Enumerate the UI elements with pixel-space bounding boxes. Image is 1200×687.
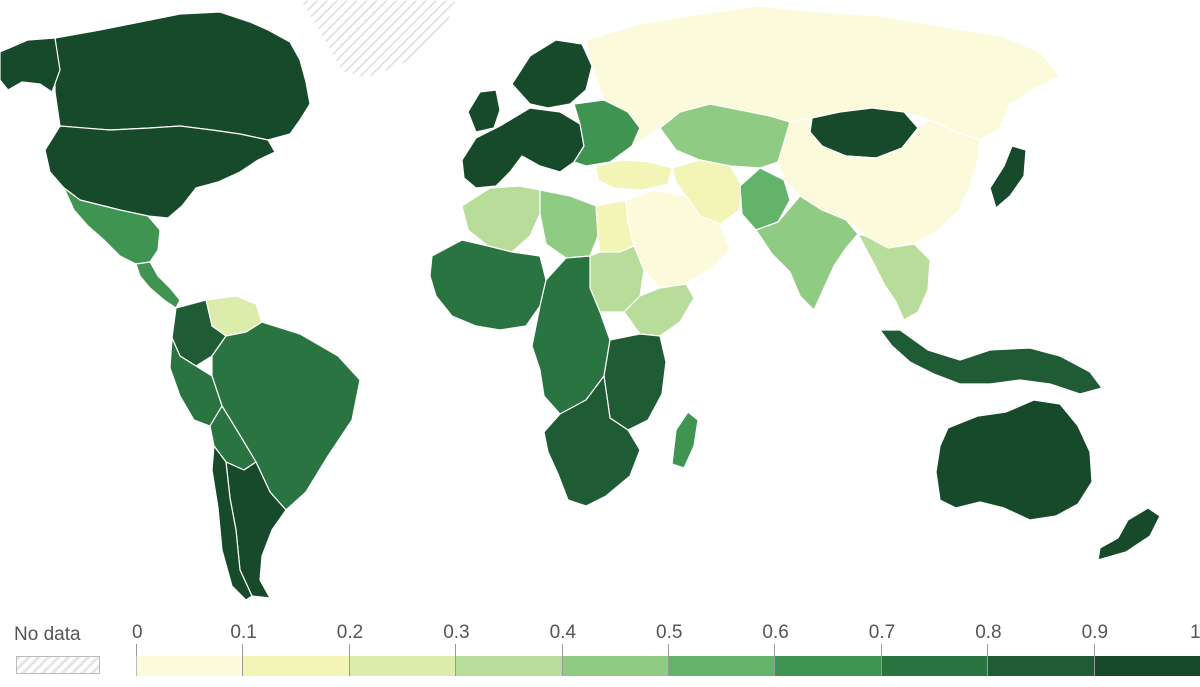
world-map (0, 0, 1161, 601)
legend-tick-label: 0.3 (443, 622, 470, 643)
legend-tick-mark (561, 644, 563, 656)
legend-tick-mark (880, 644, 882, 656)
legend-tick-mark (348, 644, 350, 656)
legend-bin-2 (348, 656, 456, 676)
region-australia (935, 399, 1093, 521)
legend-no-data-swatch (16, 656, 100, 674)
legend-tick-mark (136, 644, 137, 656)
legend-bin-0 (136, 656, 243, 676)
region-india (755, 195, 859, 311)
region-canada (54, 11, 311, 141)
legend-bin-9 (1093, 656, 1200, 676)
region-west-africa (429, 239, 547, 331)
region-scandinavia (511, 39, 593, 109)
legend-tick-mark (1093, 644, 1095, 656)
legend-bin-1 (242, 656, 349, 676)
region-mexico (63, 187, 161, 265)
legend-bin-8 (987, 656, 1094, 676)
legend-tick-label: 0.8 (975, 622, 1002, 643)
legend-tick-mark (242, 644, 244, 656)
region-indonesia (879, 329, 1103, 395)
region-greenland-no-data (299, 0, 457, 79)
legend-tick-label: 0.7 (868, 622, 896, 643)
region-japan (989, 145, 1027, 209)
legend-tick-label: 0.5 (656, 622, 683, 643)
region-new-zealand (1097, 507, 1161, 561)
legend-tick-label: 0.1 (230, 622, 257, 643)
region-alaska (0, 37, 61, 93)
legend-tick-label: 0.2 (336, 622, 364, 643)
legend-bin-3 (455, 656, 562, 676)
region-iran (671, 159, 743, 225)
legend-bin-5 (668, 656, 775, 676)
legend-color-scale (136, 656, 1200, 676)
region-pakistan (739, 167, 791, 231)
legend-tick-label: 0 (132, 622, 143, 643)
region-libya (539, 189, 599, 259)
region-algeria (461, 185, 541, 253)
legend-tick-label: 1 (1190, 622, 1200, 643)
legend-tick-mark (774, 644, 776, 656)
legend-bin-4 (561, 656, 669, 676)
legend-tick-mark (987, 644, 989, 656)
region-southern-africa (543, 375, 641, 507)
region-southeast-asia (857, 233, 931, 321)
region-western-europe (461, 107, 585, 189)
region-turkey (595, 159, 673, 191)
legend-bin-7 (880, 656, 988, 676)
region-east-africa (603, 333, 667, 431)
legend-tick-label: 0.9 (1081, 622, 1109, 643)
region-madagascar (671, 411, 699, 469)
region-central-america (135, 261, 181, 309)
legend-tick-label: 0.6 (762, 622, 789, 643)
legend-tick-mark (455, 644, 457, 656)
region-united-kingdom (467, 89, 501, 133)
region-chile (211, 445, 253, 601)
color-legend: No data 0 0.1 0.2 0.3 0.4 0.5 0.6 0.7 0.8 0.9 1 (0, 612, 1200, 687)
legend-tick-label: 0.4 (549, 622, 577, 643)
legend-bin-6 (774, 656, 881, 676)
legend-tick-mark (668, 644, 669, 656)
legend-no-data-label: No data (14, 624, 81, 645)
